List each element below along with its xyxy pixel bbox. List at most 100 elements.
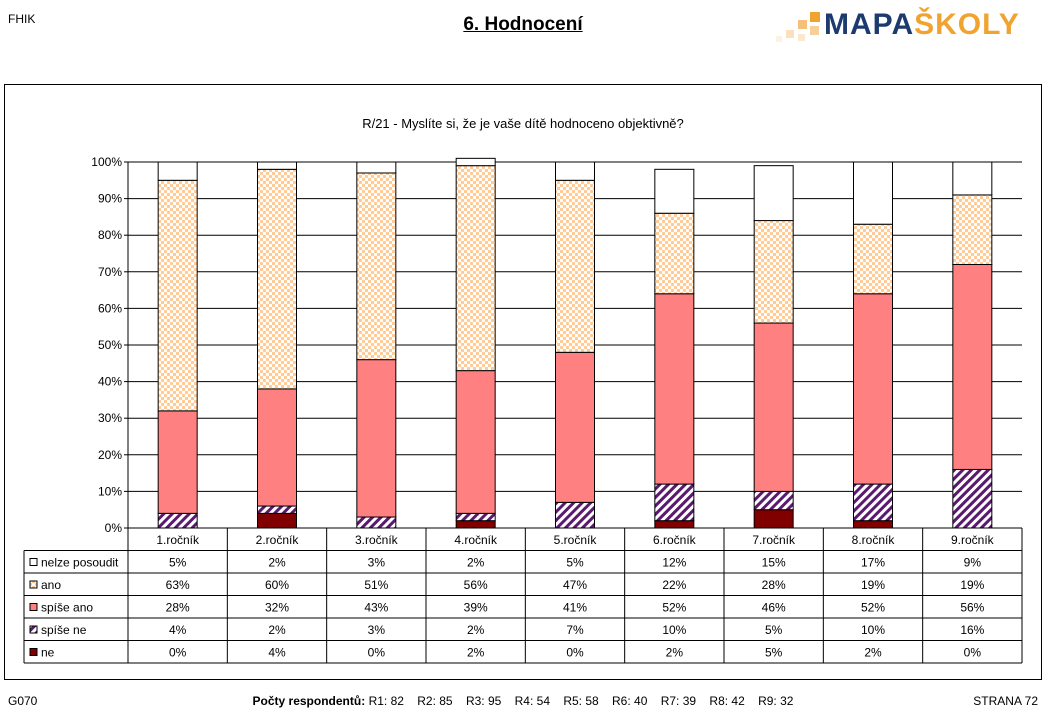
data-label: 52%: [861, 601, 885, 615]
bar-segment: [952, 468, 993, 529]
data-label: 0%: [964, 646, 982, 660]
data-label: 41%: [563, 601, 587, 615]
data-label: 4%: [268, 646, 286, 660]
page-number: STRANA 72: [973, 694, 1038, 708]
data-label: 2%: [467, 646, 485, 660]
page-title: 6. Hodnocení: [463, 14, 583, 35]
bar-segment: [455, 157, 496, 167]
x-tick-label: 9.ročník: [951, 533, 995, 547]
data-label: 2%: [268, 556, 286, 570]
data-label: 0%: [566, 646, 584, 660]
bar-segment: [753, 220, 794, 324]
y-tick-label: 90%: [98, 192, 122, 206]
report-code: FHIK: [8, 12, 36, 26]
y-tick-label: 20%: [98, 448, 122, 462]
legend-swatch: [29, 603, 38, 611]
y-tick-label: 60%: [98, 301, 122, 315]
data-label: 3%: [368, 556, 386, 570]
y-tick-label: 100%: [91, 155, 122, 169]
data-label: 56%: [960, 601, 984, 615]
bar-segment: [356, 359, 397, 518]
logo-square: [786, 30, 794, 38]
y-tick-label: 80%: [98, 228, 122, 242]
data-label: 5%: [765, 623, 783, 637]
data-label: 5%: [169, 556, 187, 570]
stacked-bar-chart: R/21 - Myslíte si, že je vaše dítě hodno…: [23, 116, 1023, 664]
logo-square: [776, 36, 782, 42]
bar-segment: [753, 509, 794, 529]
bar-segment: [654, 520, 695, 529]
data-label: 19%: [960, 578, 984, 592]
bar-segment: [753, 322, 794, 492]
y-tick-label: 40%: [98, 375, 122, 389]
bar-segment: [455, 370, 496, 514]
data-label: 2%: [268, 623, 286, 637]
respondent-values: R1: 82 R2: 85 R3: 95 R4: 54 R5: 58 R6: 4…: [368, 694, 794, 708]
x-tick-label: 5.ročník: [554, 533, 598, 547]
data-label: 15%: [762, 556, 786, 570]
bar-segment: [853, 223, 893, 295]
y-tick-label: 0%: [105, 521, 123, 535]
data-label: 63%: [166, 578, 190, 592]
data-label: 3%: [368, 623, 386, 637]
logo-text: MAPAŠKOLY: [824, 8, 1020, 41]
data-label: 7%: [566, 623, 584, 637]
bar-segment: [753, 165, 794, 222]
bar-segment: [654, 293, 695, 485]
y-tick-label: 10%: [98, 484, 122, 498]
data-label: 19%: [861, 578, 885, 592]
data-label: 39%: [464, 601, 488, 615]
bar-segment: [853, 483, 893, 522]
bar-segment: [654, 483, 695, 522]
bar-segment: [952, 194, 993, 265]
bar-segment: [853, 161, 893, 225]
bar-segment: [555, 179, 595, 353]
bar-segment: [356, 172, 397, 361]
data-label: 5%: [765, 646, 783, 660]
bar-segment: [157, 410, 198, 514]
bar-segment: [455, 512, 496, 522]
logo-square: [798, 34, 805, 41]
data-label: 32%: [265, 601, 289, 615]
bar-segment: [555, 161, 595, 181]
data-label: 2%: [864, 646, 882, 660]
bar-segment: [356, 161, 397, 174]
data-label: 10%: [861, 623, 885, 637]
legend-label: ano: [41, 578, 61, 592]
x-tick-label: 6.ročník: [653, 533, 697, 547]
data-label: 28%: [166, 601, 190, 615]
data-label: 2%: [467, 623, 485, 637]
x-tick-label: 4.ročník: [454, 533, 498, 547]
bar-segment: [455, 520, 496, 529]
mapa-skoly-logo: MAPAŠKOLY: [776, 6, 1036, 46]
bar-segment: [455, 165, 496, 372]
bar-segment: [257, 512, 297, 529]
data-label: 46%: [762, 601, 786, 615]
legend-label: spíše ne: [41, 623, 87, 637]
chart-title: R/21 - Myslíte si, že je vaše dítě hodno…: [362, 116, 684, 131]
data-label: 10%: [662, 623, 686, 637]
data-label: 5%: [566, 556, 584, 570]
legend-swatch: [29, 558, 38, 566]
data-label: 47%: [563, 578, 587, 592]
footer-code: G070: [8, 694, 38, 708]
bar-segment: [853, 293, 893, 485]
data-label: 2%: [467, 556, 485, 570]
bar-segment: [952, 263, 993, 470]
data-label: 4%: [169, 623, 187, 637]
data-label: 51%: [364, 578, 388, 592]
bar-segment: [654, 168, 695, 214]
data-label: 12%: [662, 556, 686, 570]
data-label: 0%: [169, 646, 187, 660]
bar-segment: [257, 161, 297, 170]
bar-segment: [952, 161, 993, 196]
data-label: 16%: [960, 623, 984, 637]
logo-square: [798, 20, 807, 29]
bar-segment: [753, 490, 794, 511]
bar-segment: [555, 351, 595, 503]
data-label: 17%: [861, 556, 885, 570]
logo-square: [810, 26, 819, 35]
data-label: 56%: [464, 578, 488, 592]
chart-panel: R/21 - Myslíte si, že je vaše dítě hodno…: [4, 84, 1042, 680]
legend-swatch: [29, 648, 38, 656]
